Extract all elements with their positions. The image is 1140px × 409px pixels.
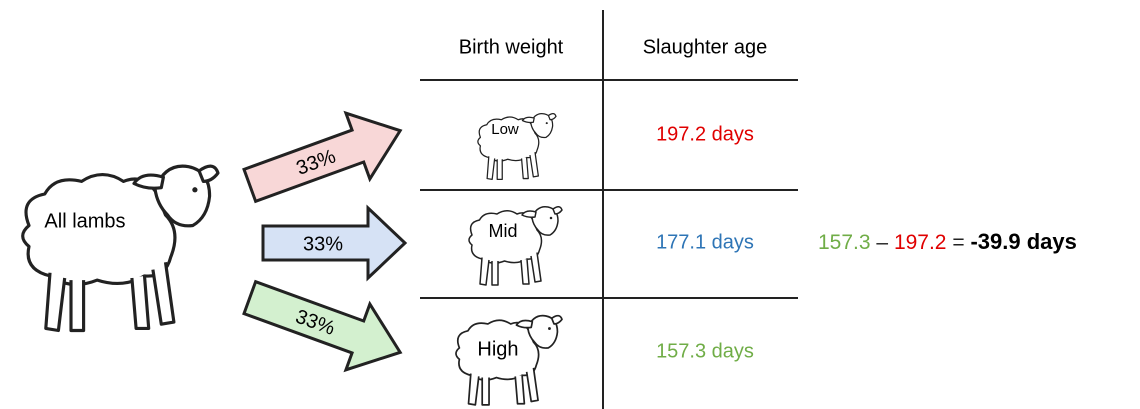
header: Birth weight	[459, 36, 564, 58]
row-value: 157.3 days	[656, 340, 754, 362]
row-label: High	[477, 338, 518, 360]
row-label: Low	[491, 121, 519, 138]
arrow-high: 33%	[242, 279, 403, 373]
row-value: 197.2 days	[656, 123, 754, 145]
row-value: 177.1 days	[656, 231, 754, 253]
equation: 157.3 – 197.2 = -39.9 days	[818, 229, 1077, 254]
arrow-shape	[242, 279, 403, 373]
header: Slaughter age	[643, 36, 768, 58]
arrow-label: 33%	[303, 233, 343, 255]
row-label: Mid	[488, 221, 517, 241]
source-label: All lambs	[44, 210, 125, 232]
arrow-shape	[261, 204, 408, 282]
sheep-drawing	[21, 164, 220, 333]
big-sheep	[21, 164, 220, 333]
equation-right: 197.2	[894, 231, 947, 254]
equation-equals: =	[952, 231, 964, 254]
arrow-mid: 33%	[261, 204, 408, 282]
equation-left: 157.3	[818, 231, 871, 254]
arrow-shape	[242, 110, 403, 204]
sheep-drawing	[455, 314, 563, 406]
table: Birth weight Slaughter age Low 197.2 day…	[420, 10, 798, 409]
sheep-drawing	[468, 205, 563, 286]
arrow-low: 33%	[242, 110, 403, 204]
equation-minus: –	[876, 231, 888, 254]
equation-result: -39.9 days	[970, 229, 1076, 254]
